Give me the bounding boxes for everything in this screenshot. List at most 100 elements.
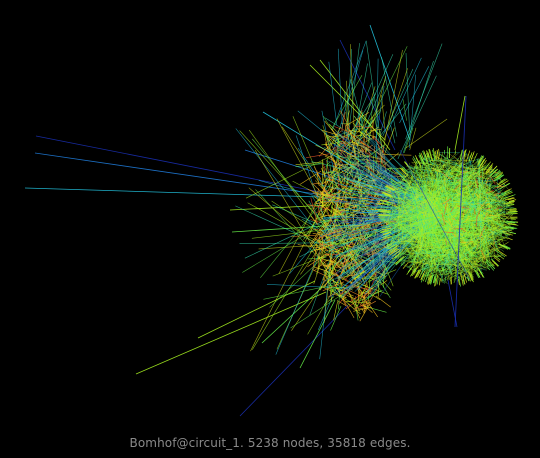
- edge: [337, 156, 341, 173]
- edge: [396, 171, 405, 179]
- edge: [424, 192, 478, 261]
- edge: [487, 229, 500, 235]
- edge: [454, 150, 456, 155]
- edge: [364, 183, 372, 208]
- edge: [370, 129, 382, 132]
- edge: [322, 163, 332, 182]
- edge: [419, 154, 425, 165]
- edge: [497, 253, 505, 260]
- edge: [318, 228, 326, 235]
- edge: [407, 261, 482, 268]
- edge: [456, 178, 463, 182]
- edge: [486, 266, 491, 271]
- edge: [335, 247, 342, 254]
- edge: [383, 201, 401, 220]
- edge: [422, 172, 447, 283]
- edge: [478, 270, 484, 278]
- edge: [313, 269, 331, 278]
- edge: [384, 244, 393, 249]
- edge: [459, 206, 495, 247]
- edge: [419, 219, 433, 277]
- edge: [383, 182, 433, 209]
- edge: [465, 152, 492, 205]
- edge: [468, 153, 473, 162]
- edge: [508, 197, 515, 201]
- edge: [314, 237, 329, 252]
- edge: [424, 271, 430, 283]
- edge: [378, 210, 391, 213]
- edge: [289, 218, 337, 274]
- edge: [432, 148, 436, 159]
- edge: [242, 217, 334, 273]
- edge: [345, 159, 351, 164]
- edge: [437, 225, 507, 242]
- edge: [320, 207, 327, 215]
- edge: [434, 159, 465, 195]
- edge: [309, 222, 326, 245]
- edge: [469, 165, 477, 168]
- edge: [322, 252, 335, 280]
- edge: [400, 208, 486, 218]
- edge: [239, 304, 349, 417]
- edge: [478, 175, 483, 178]
- edge: [391, 250, 401, 257]
- edge: [458, 275, 461, 287]
- edge: [400, 261, 406, 267]
- edge: [318, 151, 333, 159]
- edge: [350, 79, 363, 126]
- edge: [402, 60, 434, 154]
- edge: [474, 172, 478, 174]
- edge: [494, 194, 500, 201]
- edge: [346, 304, 355, 319]
- edge: [489, 165, 498, 174]
- edge: [451, 225, 456, 230]
- edge: [321, 232, 323, 242]
- edge: [334, 159, 337, 167]
- edge: [462, 276, 466, 285]
- edge: [435, 156, 467, 271]
- edge: [323, 186, 334, 206]
- edge: [480, 249, 486, 259]
- edge: [383, 68, 408, 141]
- edge: [494, 172, 500, 174]
- edge: [460, 149, 464, 161]
- edge: [426, 152, 429, 159]
- edge: [380, 211, 390, 213]
- edge: [434, 278, 437, 287]
- edge: [308, 257, 327, 260]
- edge: [430, 267, 469, 272]
- edge: [507, 237, 513, 241]
- edge: [381, 57, 398, 137]
- edge: [432, 276, 436, 283]
- edge: [436, 278, 439, 285]
- edge: [375, 86, 385, 142]
- edge: [510, 211, 517, 213]
- edge: [379, 199, 392, 204]
- edge: [464, 181, 478, 254]
- edge: [405, 52, 410, 132]
- edge: [461, 241, 473, 244]
- edge: [493, 254, 501, 261]
- edge: [388, 57, 422, 131]
- edge: [463, 180, 467, 183]
- edge: [453, 227, 464, 230]
- edge: [509, 208, 517, 211]
- edge: [427, 275, 432, 285]
- edge: [506, 204, 515, 207]
- edge: [462, 205, 464, 210]
- edge: [323, 166, 326, 175]
- edge: [341, 177, 345, 188]
- edge: [392, 162, 447, 223]
- edge: [463, 217, 470, 224]
- edge: [493, 256, 500, 263]
- edge: [418, 271, 423, 278]
- edge: [344, 123, 349, 140]
- edge: [486, 259, 496, 270]
- edge: [476, 244, 479, 249]
- edge: [328, 61, 338, 125]
- edge: [337, 294, 358, 307]
- edge: [460, 174, 480, 242]
- edge: [470, 151, 475, 160]
- edge: [400, 177, 483, 233]
- edge: [415, 192, 494, 204]
